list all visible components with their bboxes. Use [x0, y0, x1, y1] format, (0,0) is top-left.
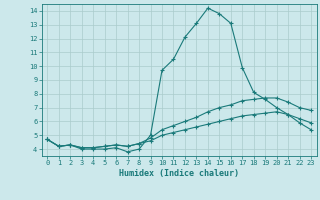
X-axis label: Humidex (Indice chaleur): Humidex (Indice chaleur) [119, 169, 239, 178]
